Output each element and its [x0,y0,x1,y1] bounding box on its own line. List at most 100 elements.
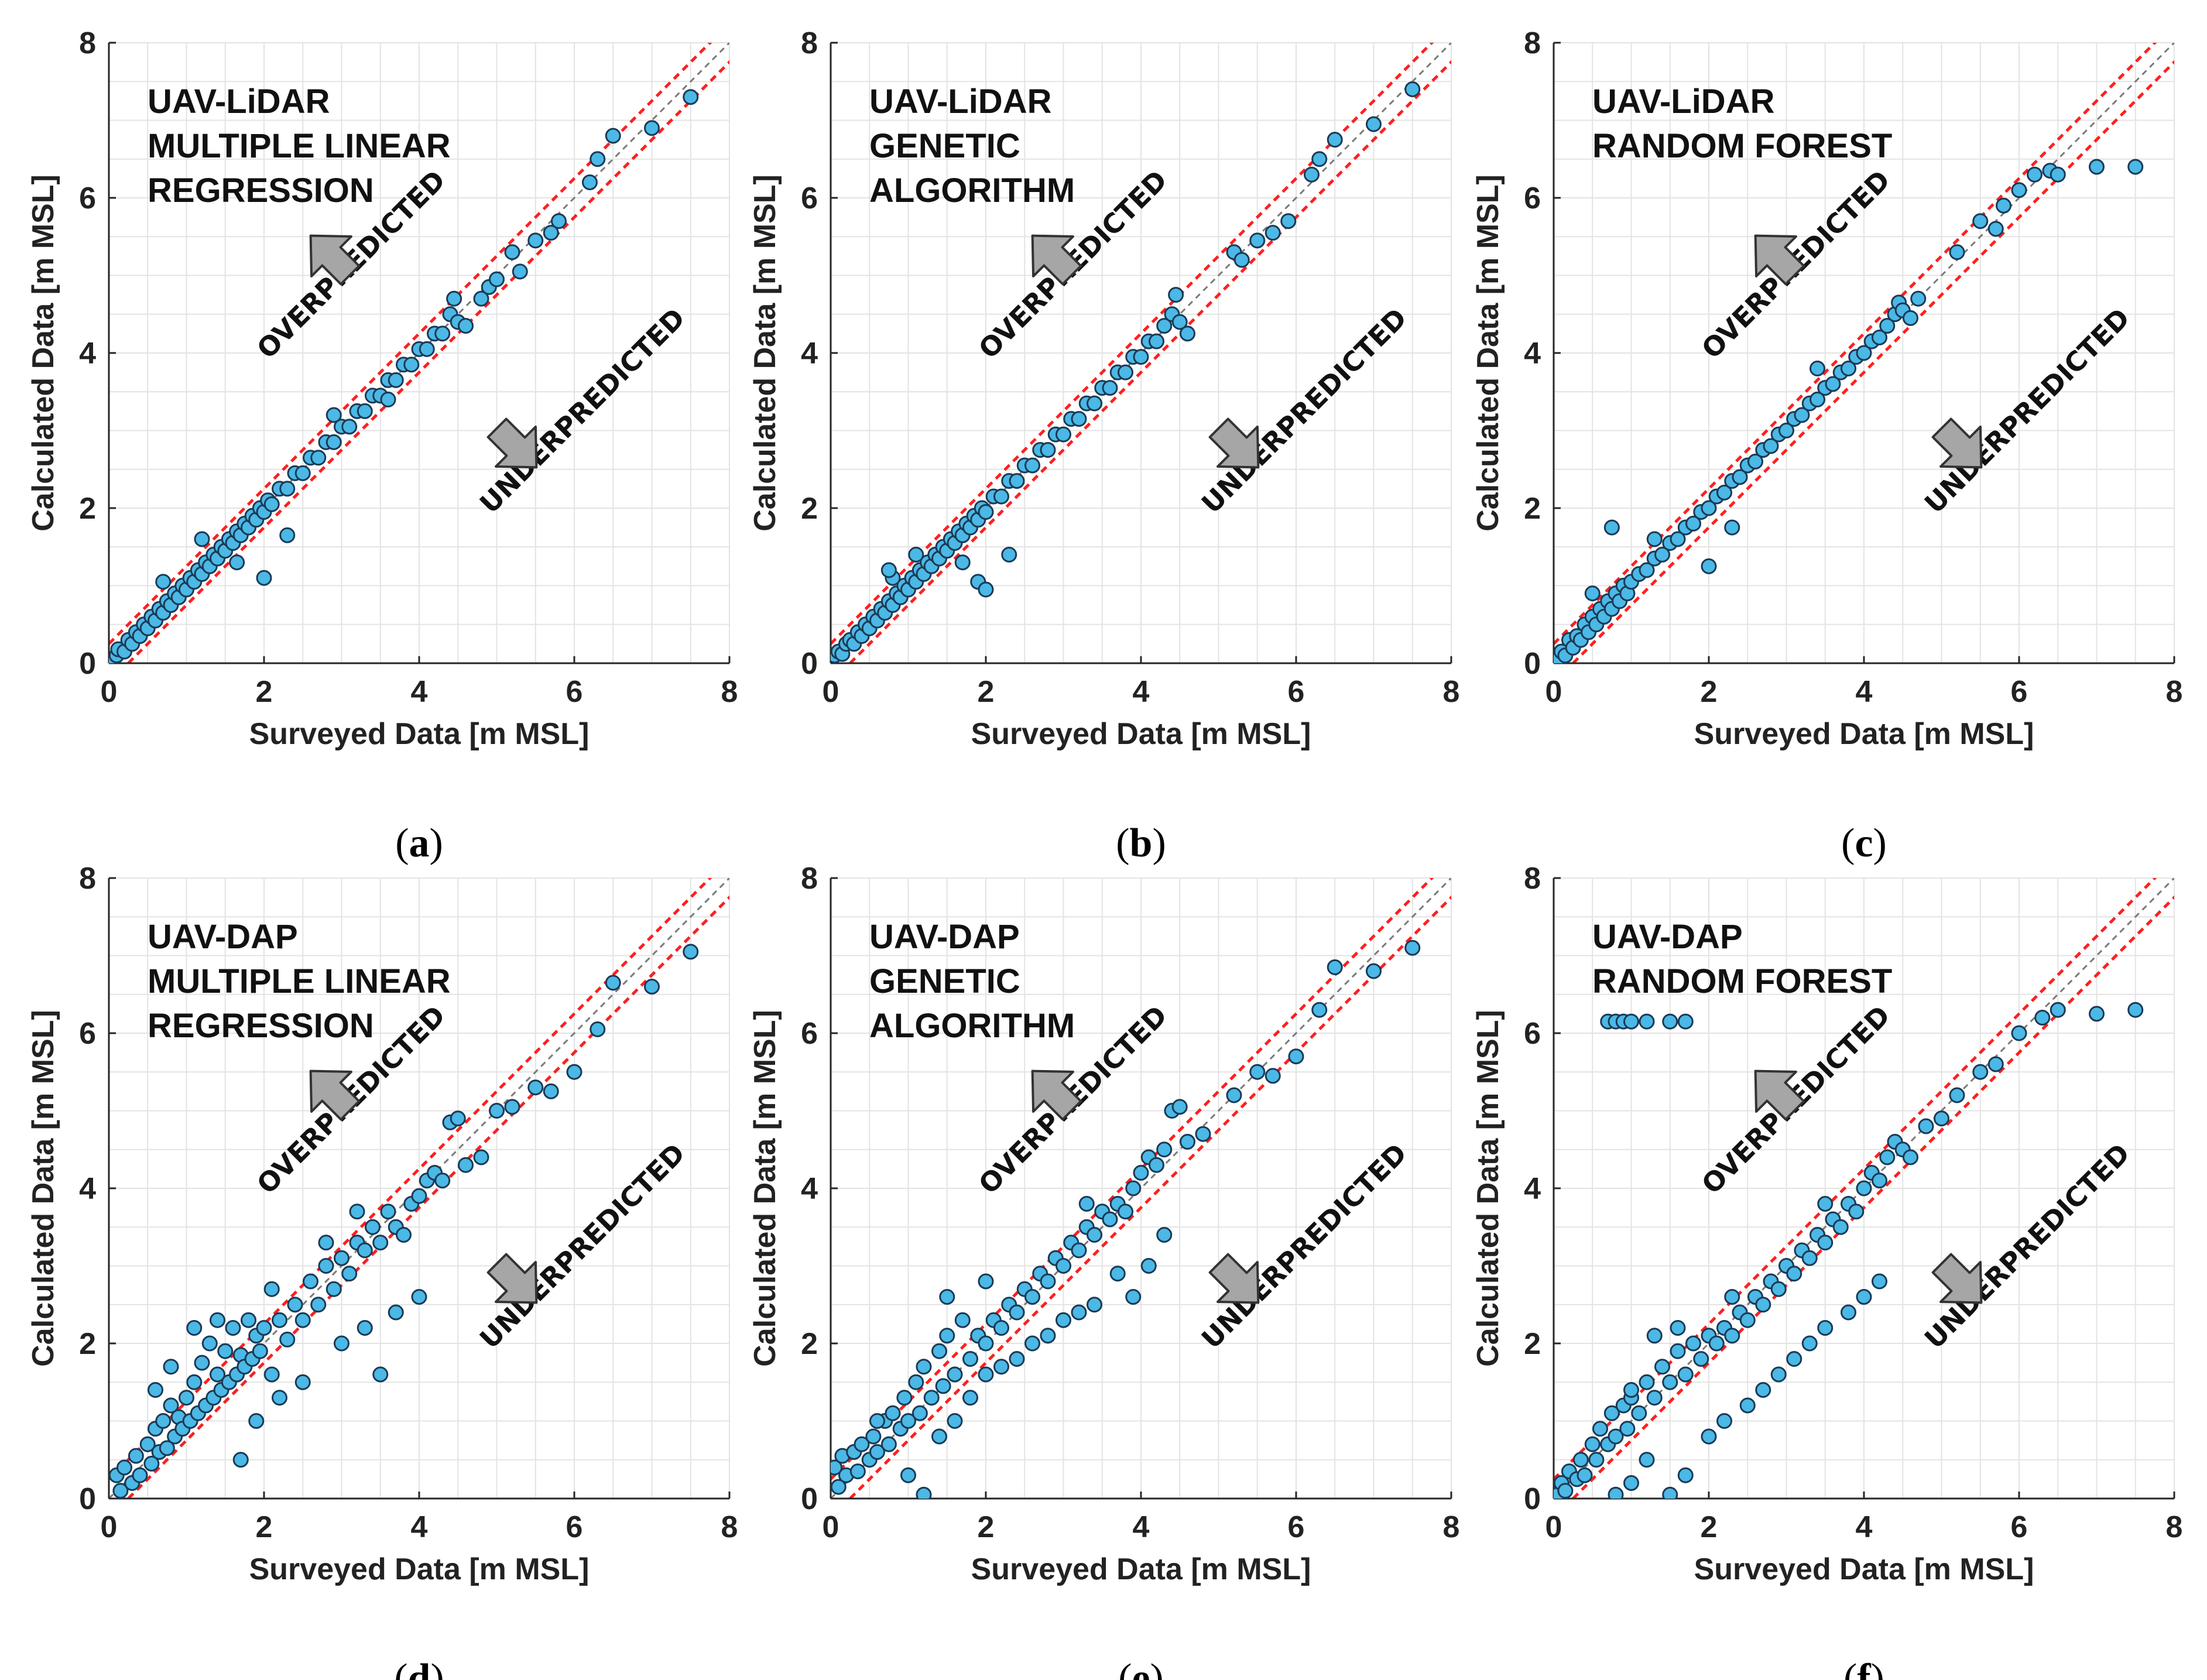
data-point [303,1273,318,1290]
overpredicted-arrow [309,1069,361,1121]
x-tick-label: 6 [1288,675,1305,709]
data-point [1156,1227,1173,1243]
underpredicted-arrow [486,417,538,469]
data-point [1801,1250,1818,1266]
x-tick-label: 2 [978,675,995,709]
x-tick-label: 8 [721,1510,738,1544]
data-point [1102,380,1118,396]
caption-open-paren: ( [1118,1656,1132,1680]
data-point [341,1266,358,1282]
data-point [504,244,520,260]
panel-caption: (a) [395,821,443,866]
data-point [1404,81,1421,97]
data-point [1623,1475,1639,1491]
data-point [279,1331,296,1348]
data-point [1133,349,1149,365]
data-point [1949,1087,1965,1103]
data-point [590,1021,606,1037]
data-point [1040,1273,1056,1290]
data-point [1879,1149,1896,1165]
lower-band-line [127,895,729,1499]
data-point [1794,407,1810,423]
data-point [1024,1335,1040,1352]
data-point [1171,314,1188,330]
data-point [582,174,598,190]
data-point [1087,1297,1102,1313]
data-point [978,581,994,598]
underpredicted-arrow [1208,417,1260,469]
data-point [403,356,420,373]
data-point [241,1312,256,1328]
y-tick-label: 4 [1524,1172,1541,1206]
data-point [186,1374,203,1390]
data-point [1631,1405,1647,1421]
title-line: RANDOM FOREST [1592,127,1892,165]
x-tick-label: 0 [1545,675,1562,709]
upper-band-line [109,878,712,1480]
data-point [272,1312,287,1328]
upper-band-line [1554,878,2157,1480]
data-point [1156,318,1173,334]
data-point [1903,310,1918,326]
x-tick-label: 6 [2011,675,2028,709]
data-point [1071,411,1087,427]
data-point [1739,1312,1756,1328]
reference-lines [109,43,729,663]
data-point [365,1219,381,1235]
data-point [1619,1421,1636,1437]
data-point [1693,1351,1709,1367]
data-point [1872,1172,1887,1189]
scatter-points [831,940,1421,1499]
data-point [1087,1227,1102,1243]
data-point [1623,1382,1639,1398]
data-point [1810,392,1825,407]
lower-band-line [1572,60,2174,663]
x-tick-label: 4 [1133,675,1150,709]
overpredicted-arrow [1031,234,1082,286]
data-point [1778,423,1794,438]
data-point [325,434,342,450]
y-axis-label: Calculated Data [m MSL] [1471,174,1505,532]
data-point [1670,1343,1686,1359]
data-point [419,341,435,357]
data-point [128,1448,144,1464]
data-point [294,1374,311,1390]
data-point [388,372,404,388]
data-point [132,1467,148,1483]
data-point [1102,1211,1118,1228]
data-point [1810,361,1825,376]
y-tick-label: 2 [79,1327,96,1361]
data-point [1264,225,1281,241]
data-point [334,1250,349,1266]
data-point [1755,1297,1771,1313]
data-point [911,1405,928,1421]
data-point [341,419,358,435]
caption-close-paren: ) [1150,1656,1164,1680]
data-point [1934,1110,1949,1127]
reference-lines [1554,878,2174,1499]
data-point [954,1312,971,1328]
y-tick-label: 6 [79,1017,96,1051]
data-point [2027,166,2042,183]
data-point [978,504,994,520]
data-point [1140,1258,1157,1274]
title-line: GENETIC [869,962,1020,1000]
data-point [1304,166,1320,183]
data-point [854,1436,870,1452]
y-axis-label: Calculated Data [m MSL] [748,174,782,532]
title-line: UAV-DAP [1592,918,1743,956]
data-point [210,1366,225,1383]
data-point [489,1103,505,1119]
identity-line [109,43,729,663]
data-point [2127,1002,2144,1018]
data-point [939,1328,955,1344]
data-point [605,128,621,144]
data-point [1801,1335,1818,1352]
title-line: RANDOM FOREST [1592,962,1892,1000]
panel-caption: (f) [1843,1656,1884,1680]
data-point [1055,426,1071,443]
data-point [294,465,311,481]
data-point [1608,1428,1624,1445]
data-point [1996,197,2011,214]
y-tick-label: 6 [801,181,818,215]
